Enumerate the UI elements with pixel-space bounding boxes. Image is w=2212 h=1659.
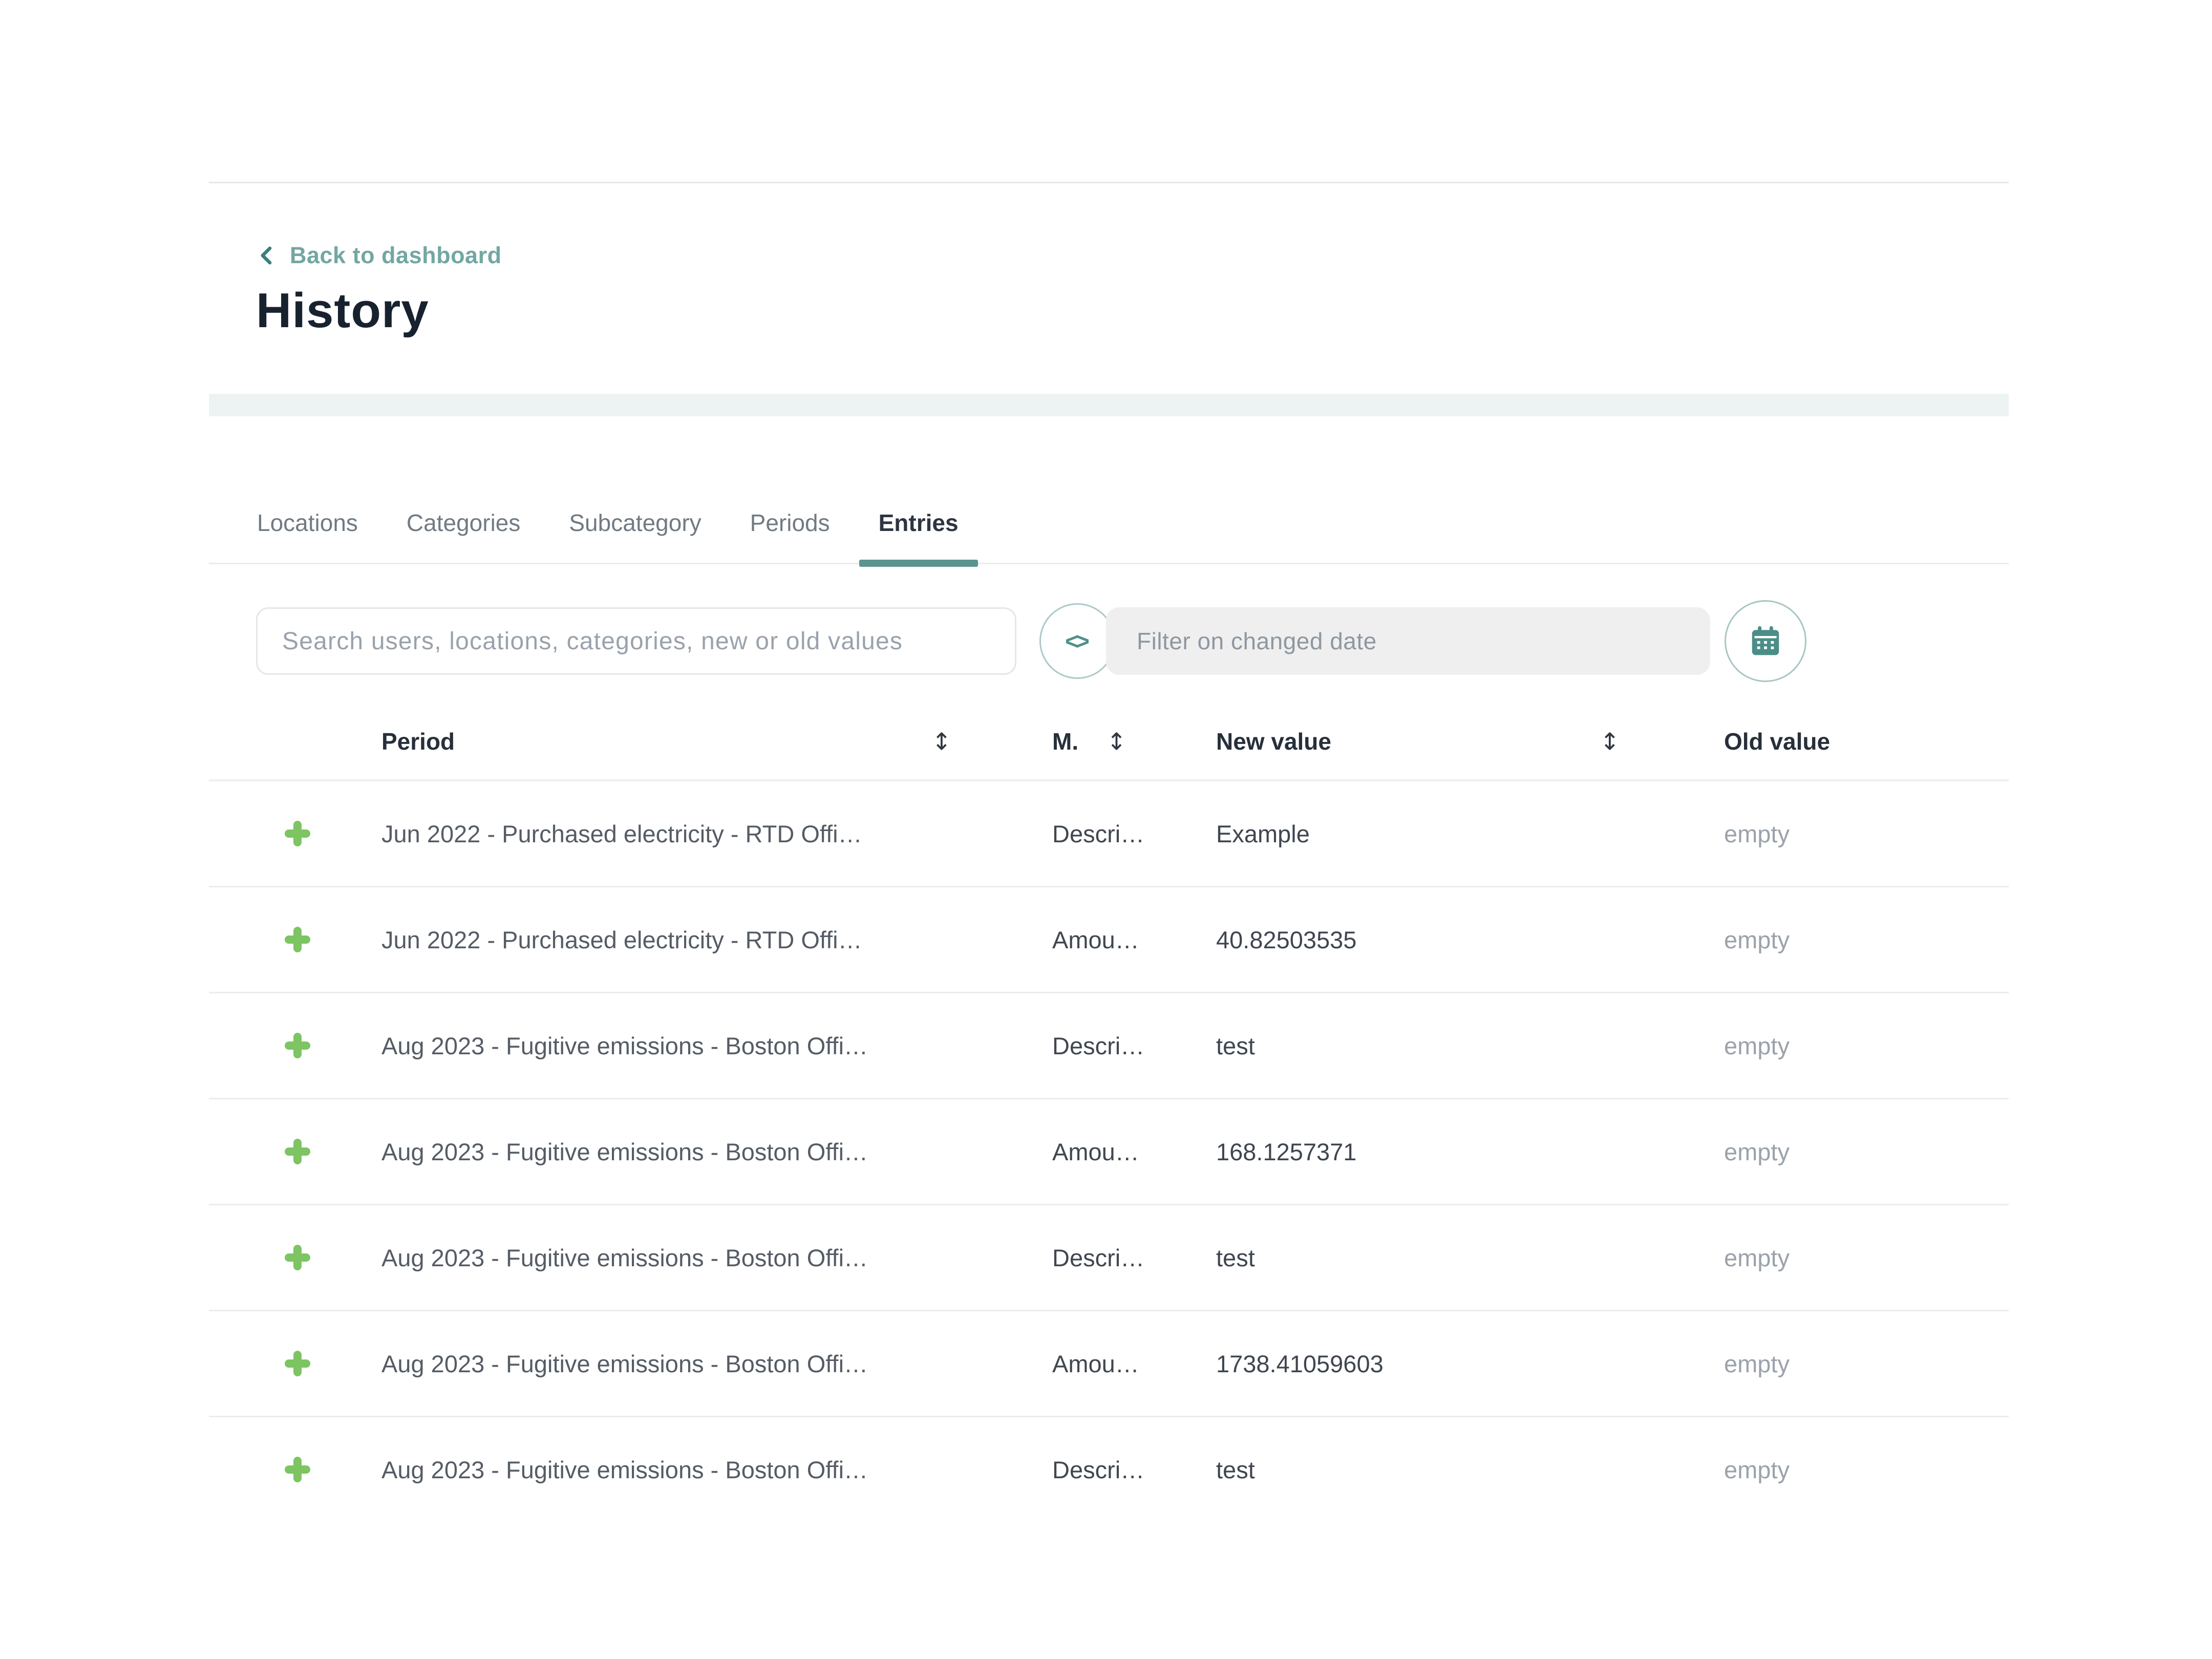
- chevron-left-icon: [257, 243, 278, 268]
- cell-mutation: Descri…: [1052, 1032, 1145, 1059]
- tab-periods[interactable]: Periods: [750, 509, 830, 536]
- header-divider-band: [209, 394, 2009, 416]
- history-table: Period ↕ M. ↕ New value ↕ Old value Jun …: [209, 704, 2009, 1522]
- column-header-new-value[interactable]: New value ↕: [1213, 728, 1717, 755]
- cell-mutation: Descri…: [1052, 1244, 1145, 1271]
- calendar-icon: [1748, 623, 1783, 659]
- expand-row-button[interactable]: [285, 821, 310, 846]
- tab-entries[interactable]: Entries: [859, 507, 978, 567]
- tab-categories[interactable]: Categories: [406, 509, 521, 536]
- sort-icon-new-value[interactable]: ↕: [1600, 728, 1620, 755]
- cell-old-value: empty: [1724, 820, 1790, 847]
- expand-row-button[interactable]: [285, 1139, 310, 1164]
- cell-new-value: 40.82503535: [1216, 926, 1357, 953]
- column-header-old-value-label: Old value: [1724, 728, 1831, 755]
- sort-icon-period[interactable]: ↕: [931, 728, 951, 755]
- column-header-mutation-label: M.: [1052, 728, 1079, 755]
- back-to-dashboard-label: Back to dashboard: [290, 242, 502, 268]
- tab-subcategory[interactable]: Subcategory: [569, 509, 701, 536]
- column-header-old-value: Old value: [1717, 728, 2009, 755]
- expand-row-button[interactable]: [285, 1245, 310, 1270]
- cell-period: Jun 2022 - Purchased electricity - RTD O…: [381, 820, 862, 847]
- expand-row-button[interactable]: [285, 1457, 310, 1482]
- column-header-mutation[interactable]: M. ↕: [1033, 728, 1213, 755]
- table-row: Jun 2022 - Purchased electricity - RTD O…: [209, 781, 2009, 887]
- cell-old-value: empty: [1724, 926, 1790, 953]
- cell-period: Aug 2023 - Fugitive emissions - Boston O…: [381, 1138, 868, 1165]
- cell-period: Aug 2023 - Fugitive emissions - Boston O…: [381, 1456, 868, 1483]
- cell-new-value: 168.1257371: [1216, 1138, 1357, 1165]
- date-filter-input[interactable]: [1106, 607, 1710, 675]
- cell-period: Aug 2023 - Fugitive emissions - Boston O…: [381, 1244, 868, 1271]
- expand-row-button[interactable]: [285, 1033, 310, 1058]
- cell-old-value: empty: [1724, 1138, 1790, 1165]
- cell-mutation: Amou…: [1052, 926, 1139, 953]
- back-to-dashboard-link[interactable]: Back to dashboard: [257, 242, 502, 269]
- cell-mutation: Descri…: [1052, 1456, 1145, 1483]
- tab-bar: Locations Categories Subcategory Periods…: [209, 507, 2009, 567]
- cell-mutation: Amou…: [1052, 1350, 1139, 1377]
- table-row: Aug 2023 - Fugitive emissions - Boston O…: [209, 1311, 2009, 1417]
- search-input[interactable]: [256, 607, 1016, 675]
- cell-old-value: empty: [1724, 1456, 1790, 1483]
- history-page-content: Back to dashboard History Locations Cate…: [209, 182, 2009, 1522]
- cell-old-value: empty: [1724, 1350, 1790, 1377]
- table-row: Jun 2022 - Purchased electricity - RTD O…: [209, 887, 2009, 993]
- cell-mutation: Amou…: [1052, 1138, 1139, 1165]
- cell-old-value: empty: [1724, 1244, 1790, 1271]
- cell-new-value: test: [1216, 1032, 1255, 1059]
- cell-old-value: empty: [1724, 1032, 1790, 1059]
- table-header-row: Period ↕ M. ↕ New value ↕ Old value: [209, 704, 2009, 781]
- expand-row-button[interactable]: [285, 927, 310, 952]
- column-header-period[interactable]: Period ↕: [381, 728, 1033, 755]
- range-operator-icon: <>: [1065, 628, 1090, 654]
- sort-icon-mutation[interactable]: ↕: [1107, 728, 1126, 755]
- cell-period: Jun 2022 - Purchased electricity - RTD O…: [381, 926, 862, 953]
- calendar-button[interactable]: [1725, 600, 1806, 682]
- filter-row: <>: [209, 600, 2009, 682]
- tab-locations[interactable]: Locations: [257, 509, 358, 536]
- cell-new-value: 1738.41059603: [1216, 1350, 1384, 1377]
- column-header-period-label: Period: [381, 728, 455, 755]
- cell-period: Aug 2023 - Fugitive emissions - Boston O…: [381, 1032, 868, 1059]
- expand-row-button[interactable]: [285, 1351, 310, 1376]
- cell-period: Aug 2023 - Fugitive emissions - Boston O…: [381, 1350, 868, 1377]
- table-row: Aug 2023 - Fugitive emissions - Boston O…: [209, 1099, 2009, 1205]
- table-row: Aug 2023 - Fugitive emissions - Boston O…: [209, 993, 2009, 1099]
- table-row: Aug 2023 - Fugitive emissions - Boston O…: [209, 1205, 2009, 1311]
- table-row: Aug 2023 - Fugitive emissions - Boston O…: [209, 1417, 2009, 1522]
- page-title: History: [256, 283, 429, 338]
- cell-new-value: Example: [1216, 820, 1310, 847]
- cell-new-value: test: [1216, 1244, 1255, 1271]
- cell-mutation: Descri…: [1052, 820, 1145, 847]
- cell-new-value: test: [1216, 1456, 1255, 1483]
- column-header-new-value-label: New value: [1216, 728, 1331, 755]
- date-range-operator-button[interactable]: <>: [1039, 603, 1115, 679]
